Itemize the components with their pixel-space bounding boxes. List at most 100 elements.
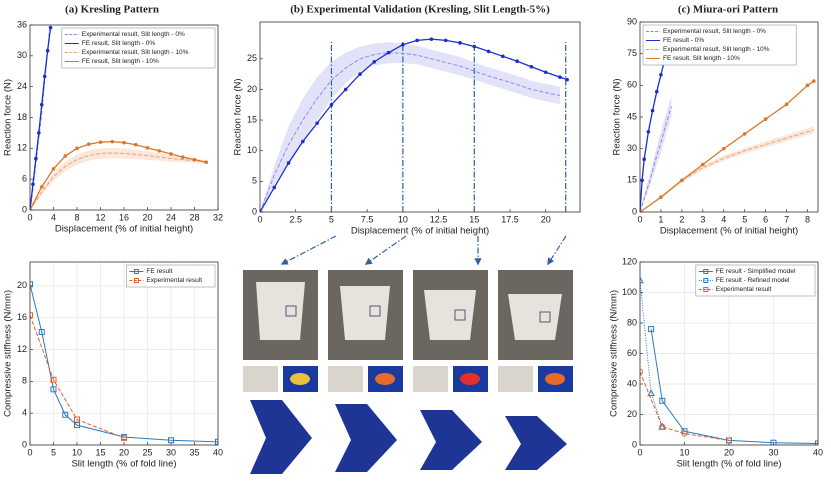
specimen: [340, 286, 390, 340]
x-tick-label: 8: [74, 212, 79, 222]
x-tick-label: 20: [119, 447, 129, 457]
y-tick-label: 4: [22, 408, 27, 418]
x-tick-label: 17.5: [501, 214, 519, 224]
stress: [545, 373, 565, 385]
marker: [110, 139, 115, 144]
legend-marker: [703, 287, 709, 292]
legend-label: FE result, Slit length - 10%: [82, 58, 159, 65]
plot-content: [640, 276, 818, 445]
x-tick-label: 10: [72, 447, 82, 457]
legend-marker: [133, 269, 139, 274]
y-tick-label: 90: [627, 16, 637, 26]
x-tick-label: 0: [27, 447, 32, 457]
marker: [37, 131, 41, 135]
x-tick-label: 5: [742, 214, 747, 224]
panel-title: (c) Miura-ori Pattern: [678, 4, 778, 16]
panel: (b) Experimental Validation (Kresling, S…: [233, 4, 581, 237]
y-tick-label: 0: [22, 439, 27, 449]
marker: [301, 139, 305, 144]
x-axis-label: Slit length (% of fold line): [71, 459, 176, 470]
x-tick-label: 25: [142, 447, 152, 457]
marker: [458, 41, 462, 45]
legend: Experimental result, Slit length - 0% FE …: [642, 24, 797, 66]
marker: [50, 386, 57, 393]
marker: [75, 146, 79, 151]
x-axis-label: Displacement (% of initial height): [660, 226, 798, 237]
y-tick-label: 20: [17, 280, 27, 290]
x-tick-label: 35: [189, 447, 199, 457]
marker: [386, 50, 391, 55]
legend-label: FE result - 0%: [663, 37, 704, 44]
legend-box: [61, 27, 216, 69]
x-tick-label: 32: [213, 212, 223, 222]
series-line: [640, 106, 672, 212]
marker: [429, 37, 434, 41]
marker: [784, 102, 789, 107]
marker: [34, 156, 38, 161]
y-axis-label: Reaction force (N): [612, 78, 623, 155]
y-tick-label: 25: [247, 53, 257, 63]
legend: Experimental result, Slit length - 0% FE …: [61, 27, 216, 69]
panel: 0 20 40 60 80 100 120 0 10 20 30 40 Slit length (% o…: [609, 256, 823, 469]
marker: [372, 60, 377, 64]
legend-label: FE result: [146, 268, 172, 275]
marker: [31, 182, 35, 187]
plot-frame: [639, 21, 819, 213]
detail-photo: [243, 366, 278, 392]
legend-label: Experimental result, Slit length - 0%: [663, 28, 766, 35]
y-tick-label: 24: [17, 81, 27, 91]
y-tick-label: 15: [247, 114, 257, 124]
y-tick-label: 15: [627, 175, 637, 185]
marker: [45, 48, 50, 53]
x-tick-label: 3: [700, 214, 705, 224]
marker: [681, 430, 688, 437]
photos: [243, 270, 573, 474]
marker: [343, 87, 348, 92]
marker: [180, 155, 185, 159]
x-tick-label: 2.5: [289, 214, 302, 224]
legend-marker: [703, 269, 709, 274]
marker: [30, 312, 33, 319]
detail-photo: [413, 366, 448, 392]
x-tick-label: 20: [541, 214, 551, 224]
y-tick-label: 5: [252, 176, 257, 186]
marker: [48, 25, 53, 30]
x-tick-label: 12: [95, 212, 105, 222]
y-tick-label: 20: [247, 84, 257, 94]
plot-frame: [29, 24, 219, 211]
marker: [543, 70, 548, 75]
error-band: [640, 95, 672, 212]
marker: [805, 83, 810, 88]
marker: [86, 142, 91, 147]
legend-box: [695, 264, 816, 297]
marker: [122, 140, 126, 145]
y-tick-label: 0: [252, 206, 257, 216]
arrows: [280, 235, 567, 266]
series-line: [640, 80, 815, 212]
marker: [472, 44, 477, 49]
marker: [358, 72, 362, 76]
marker: [648, 326, 655, 333]
marker: [680, 178, 684, 183]
x-tick-label: 10: [398, 214, 408, 224]
marker: [74, 422, 80, 429]
marker: [812, 79, 816, 83]
marker: [681, 428, 688, 435]
photo-column: [413, 270, 488, 470]
y-tick-label: 16: [17, 312, 27, 322]
marker: [654, 89, 659, 94]
marker: [329, 102, 334, 107]
legend-label: Experimental result: [716, 286, 772, 293]
marker: [642, 157, 646, 162]
detail-photo: [498, 366, 533, 392]
specimen: [256, 282, 305, 340]
marker: [558, 75, 562, 79]
legend-label: FE result - Refined model: [716, 277, 790, 284]
plot-content: [30, 25, 209, 210]
panel-title: (a) Kresling Pattern: [65, 4, 159, 16]
legend: FE result - Simplified model FE result - …: [695, 264, 816, 297]
x-tick-label: 1: [658, 214, 663, 224]
photo-column: [243, 270, 318, 474]
series-line: [640, 280, 663, 427]
